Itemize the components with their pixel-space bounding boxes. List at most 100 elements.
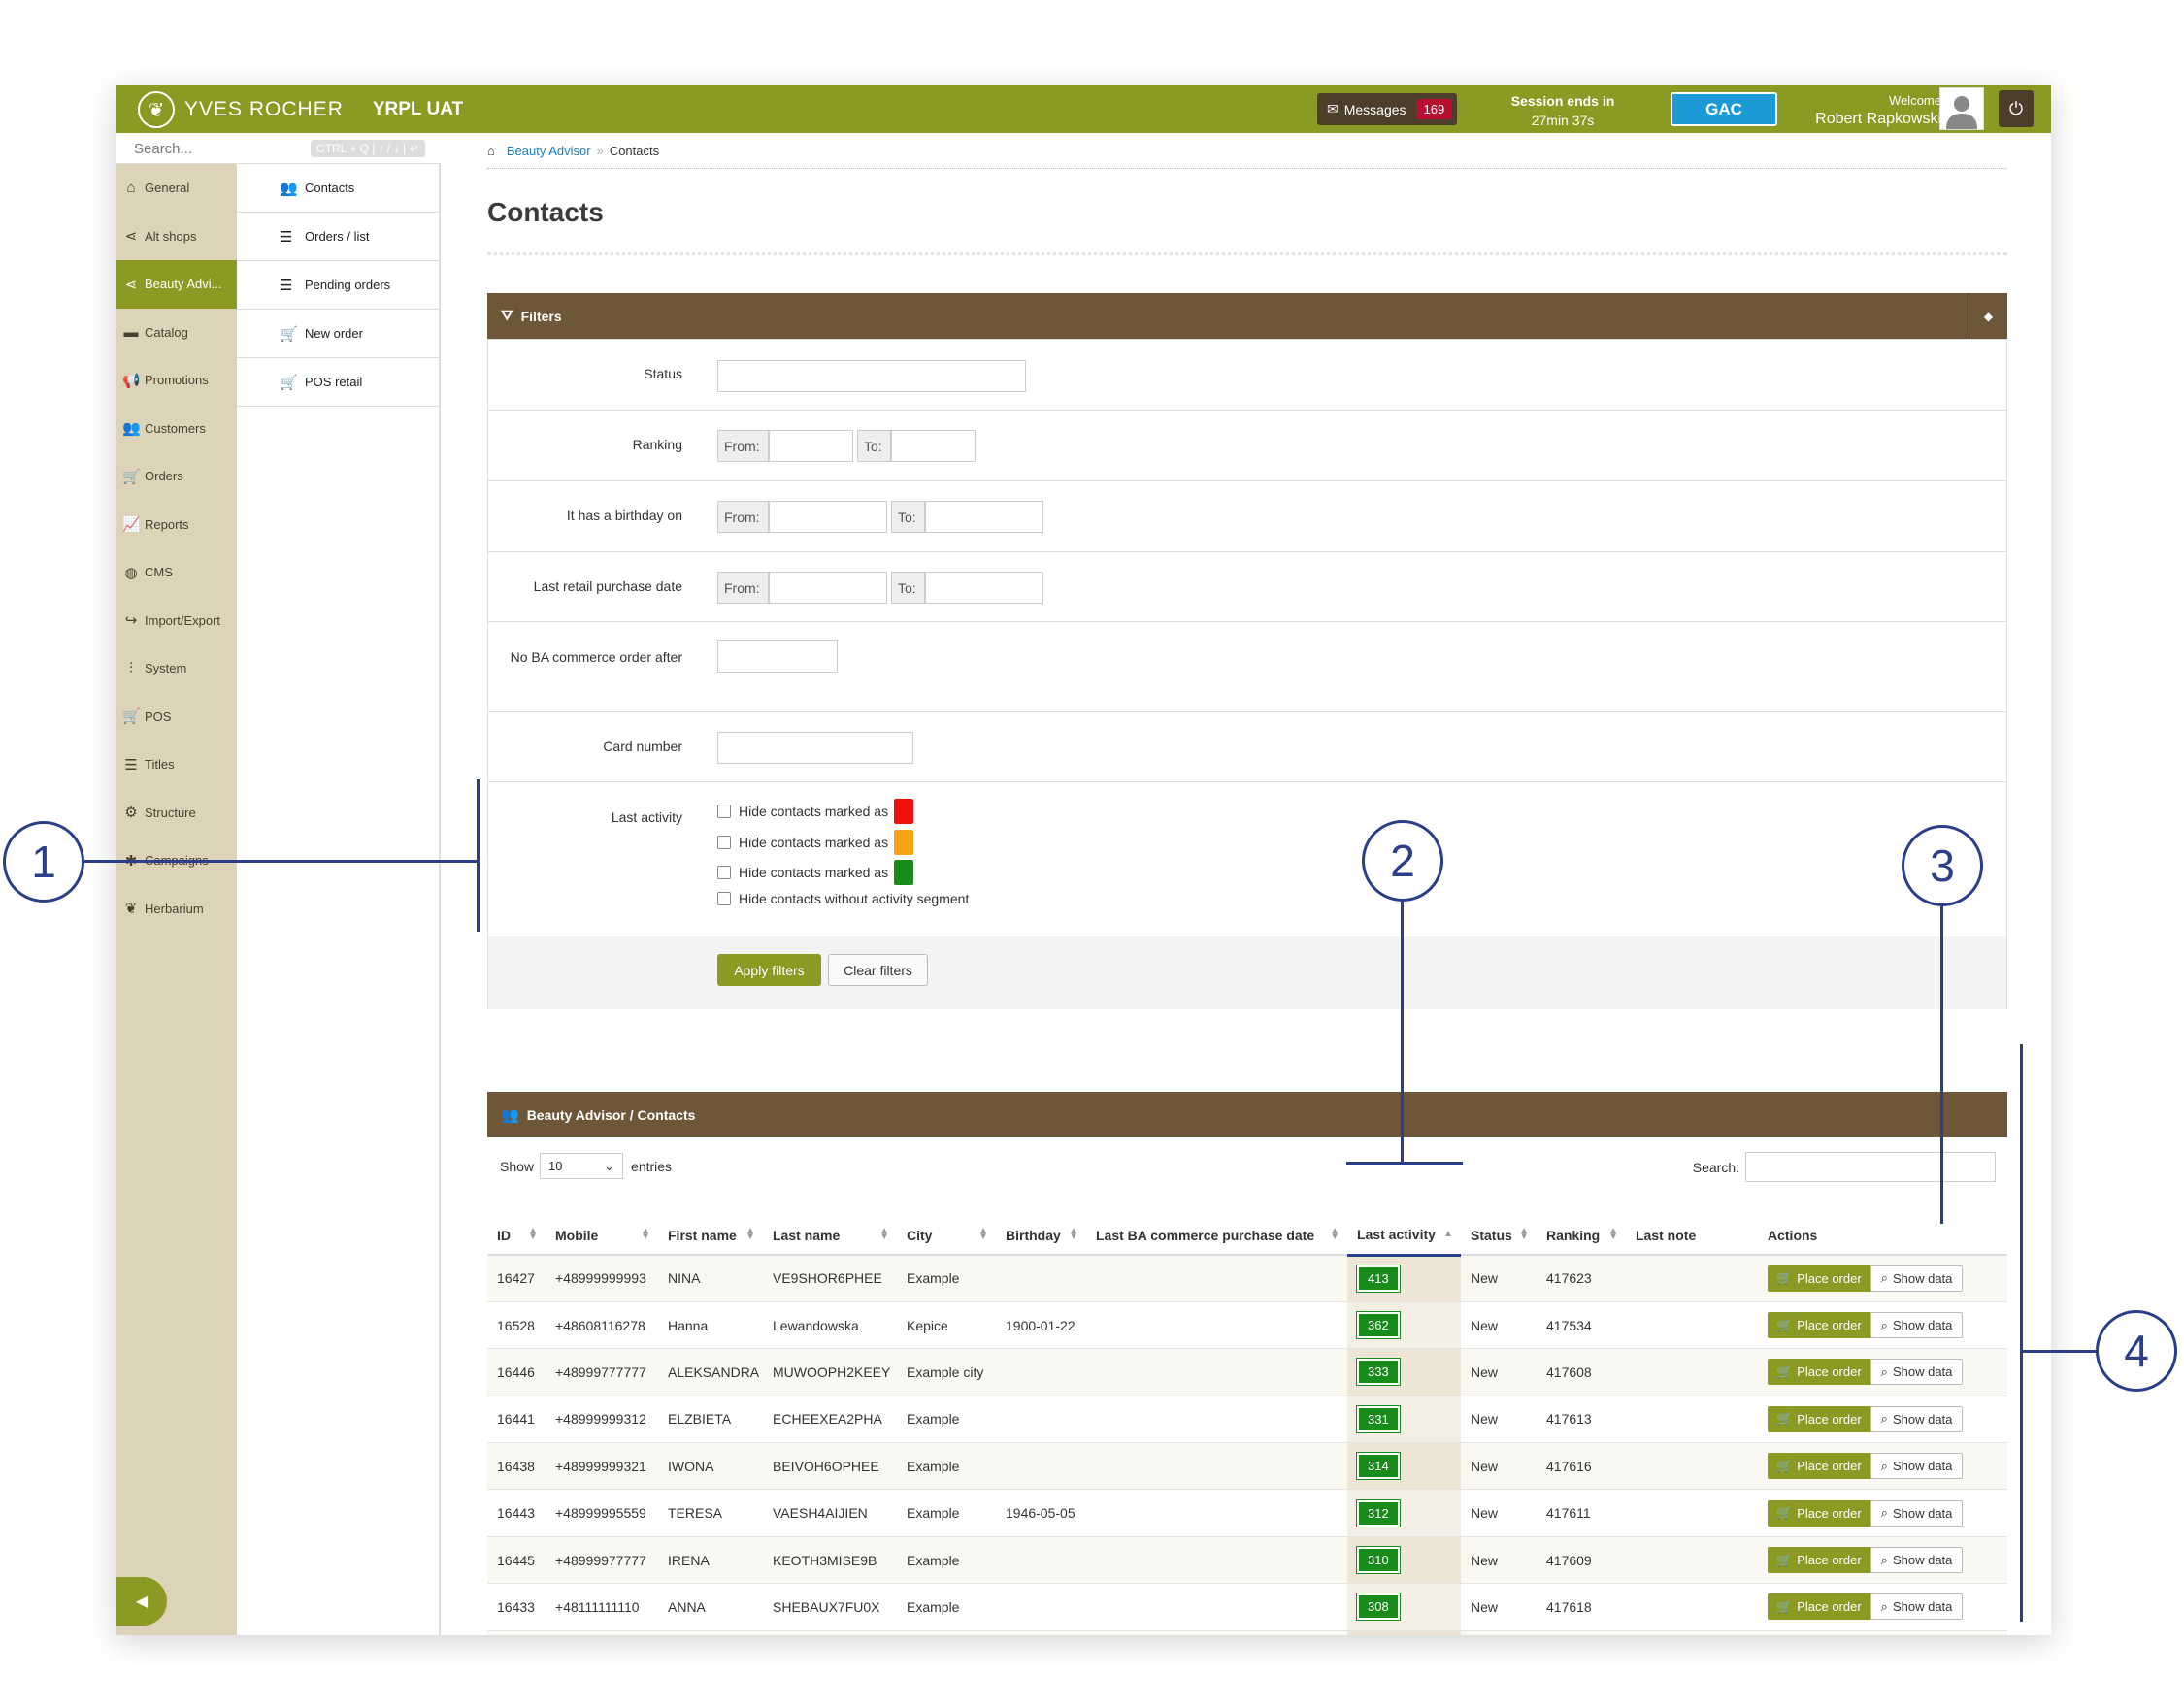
column-header-label: City: [907, 1227, 933, 1243]
retail-to-input[interactable]: [925, 572, 1043, 604]
show-data-button[interactable]: ⌕ Show data: [1870, 1499, 1964, 1527]
apply-filters-button[interactable]: Apply filters: [717, 954, 821, 986]
avatar[interactable]: [1939, 87, 1984, 130]
sidebar-item-promotions[interactable]: 📢 Promotions: [116, 356, 237, 405]
cell-activity: 314: [1347, 1442, 1461, 1491]
ranking-to-input[interactable]: [891, 430, 976, 462]
place-order-button[interactable]: 🛒 Place order: [1768, 1405, 1870, 1432]
sidebar-item-catalog[interactable]: ▬ Catalog: [116, 309, 237, 357]
show-data-label: Show data: [1892, 1270, 1953, 1286]
home-icon[interactable]: ⌂: [487, 144, 495, 158]
card-number-input[interactable]: [717, 732, 913, 764]
show-data-button[interactable]: ⌕ Show data: [1870, 1265, 1964, 1292]
checkbox[interactable]: [717, 805, 731, 818]
sidebar-item-alt-shops[interactable]: ⋖ Alt shops: [116, 213, 237, 261]
place-order-button[interactable]: 🛒 Place order: [1768, 1312, 1870, 1339]
sidebar-item-cms[interactable]: ◍ CMS: [116, 548, 237, 597]
submenu-item-orders-list[interactable]: ☰ Orders / list: [237, 213, 439, 261]
sidebar-item-label: Herbarium: [145, 901, 204, 916]
activity-filter-option[interactable]: Hide contacts without activity segment: [717, 891, 969, 906]
column-header-last-ba-commerce-purchase-date[interactable]: Last BA commerce purchase date ▲ ▼: [1086, 1216, 1347, 1256]
column-header-mobile[interactable]: Mobile ▲ ▼: [546, 1216, 658, 1256]
show-data-button[interactable]: ⌕ Show data: [1870, 1593, 1964, 1621]
cell-mobile: +48999995559: [546, 1489, 658, 1537]
place-order-button[interactable]: 🛒 Place order: [1768, 1453, 1870, 1480]
column-header-id[interactable]: ID ▲ ▼: [487, 1216, 546, 1256]
checkbox[interactable]: [717, 891, 731, 905]
column-header-status[interactable]: Status ▲ ▼: [1461, 1216, 1537, 1256]
breadcrumb-parent[interactable]: Beauty Advisor: [506, 144, 591, 158]
place-order-button[interactable]: 🛒 Place order: [1768, 1265, 1870, 1292]
cell-mobile: +48999777777: [546, 1348, 658, 1396]
menu-search[interactable]: Search... CTRL + Q | ↑ / ↓ | ↵: [116, 133, 441, 164]
cell-mobile: +48999999312: [546, 1396, 658, 1444]
column-header-ranking[interactable]: Ranking ▲ ▼: [1537, 1216, 1626, 1256]
list-icon: ☰: [280, 277, 293, 294]
collapse-sidebar-button[interactable]: ◀: [116, 1577, 167, 1626]
activity-filter-option[interactable]: Hide contacts marked as: [717, 860, 914, 885]
entries-select[interactable]: 10 ⌄: [540, 1153, 624, 1179]
activity-filter-option[interactable]: Hide contacts marked as: [717, 799, 914, 824]
sort-icon: ▲ ▼: [528, 1226, 538, 1242]
clear-filters-button[interactable]: Clear filters: [828, 954, 928, 986]
activity-filter-option[interactable]: Hide contacts marked as: [717, 829, 914, 855]
birthday-from-input[interactable]: [769, 501, 887, 533]
sort-toggle-icon[interactable]: ◆: [1969, 293, 2007, 339]
sidebar-item-beauty-advi[interactable]: ⋖ Beauty Advi...: [116, 260, 237, 309]
submenu-item-pending-orders[interactable]: ☰ Pending orders: [237, 261, 439, 310]
sidebar-item-orders[interactable]: 🛒 Orders: [116, 452, 237, 501]
cell-id: 16427: [487, 1255, 546, 1302]
ranking-from-input[interactable]: [769, 430, 853, 462]
place-order-button[interactable]: 🛒 Place order: [1768, 1499, 1870, 1527]
sidebar-item-customers[interactable]: 👥 Customers: [116, 405, 237, 453]
column-header-city[interactable]: City ▲ ▼: [897, 1216, 996, 1256]
submenu-item-new-order[interactable]: 🛒 New order: [237, 310, 439, 358]
birthday-to-input[interactable]: [925, 501, 1043, 533]
cell-activity: 312: [1347, 1489, 1461, 1537]
place-order-button[interactable]: 🛒 Place order: [1768, 1547, 1870, 1574]
column-header-first-name[interactable]: First name ▲ ▼: [658, 1216, 763, 1256]
show-data-button[interactable]: ⌕ Show data: [1870, 1312, 1964, 1339]
retail-from-input[interactable]: [769, 572, 887, 604]
cart-icon: 🛒: [1776, 1270, 1793, 1286]
show-data-label: Show data: [1892, 1599, 1953, 1615]
sidebar-item-reports[interactable]: 📈 Reports: [116, 501, 237, 549]
sidebar-item-titles[interactable]: ☰ Titles: [116, 740, 237, 789]
column-header-last-name[interactable]: Last name ▲ ▼: [763, 1216, 897, 1256]
brand[interactable]: ❦ YVES ROCHER YRPL UAT: [138, 91, 463, 128]
gac-button[interactable]: GAC: [1671, 92, 1777, 126]
column-header-last-activity[interactable]: Last activity ▲: [1347, 1216, 1461, 1257]
place-order-button[interactable]: 🛒 Place order: [1768, 1593, 1870, 1621]
show-data-button[interactable]: ⌕ Show data: [1870, 1453, 1964, 1480]
cell-last: SHEBAUX7FU0X: [763, 1583, 897, 1631]
search-icon: ⌕: [1880, 1552, 1888, 1567]
cell-last: KEOTH3MISE9B: [763, 1536, 897, 1585]
sort-icon: ▲ ▼: [1330, 1226, 1340, 1242]
column-header-birthday[interactable]: Birthday ▲ ▼: [996, 1216, 1086, 1256]
filters-header[interactable]: ⛛ Filters ◆: [487, 293, 2007, 339]
place-order-button[interactable]: 🛒 Place order: [1768, 1359, 1870, 1386]
submenu-item-contacts[interactable]: 👥 Contacts: [237, 164, 439, 213]
sidebar-item-import-export[interactable]: ↪ Import/Export: [116, 597, 237, 645]
menu-search-input[interactable]: Search...: [134, 141, 193, 157]
messages-button[interactable]: ✉ Messages 169: [1317, 93, 1457, 125]
column-header-last-note: Last note: [1626, 1216, 1758, 1256]
sidebar-item-system[interactable]: ⫶ System: [116, 644, 237, 693]
sidebar-item-general[interactable]: ⌂ General: [116, 164, 237, 213]
submenu-item-pos-retail[interactable]: 🛒 POS retail: [237, 358, 439, 407]
sidebar-item-herbarium[interactable]: ❦ Herbarium: [116, 885, 237, 934]
show-data-button[interactable]: ⌕ Show data: [1870, 1405, 1964, 1432]
column-header-label: Status: [1471, 1227, 1512, 1243]
checkbox[interactable]: [717, 835, 731, 849]
show-data-button[interactable]: ⌕ Show data: [1870, 1359, 1964, 1386]
no-ba-date-input[interactable]: [717, 640, 838, 673]
filter-row-retail: Last retail purchase date From: To:: [488, 552, 2006, 622]
sidebar-item-structure[interactable]: ⚙ Structure: [116, 789, 237, 838]
sidebar-item-pos[interactable]: 🛒 POS: [116, 693, 237, 741]
table-search-input[interactable]: [1745, 1152, 1996, 1182]
checkbox[interactable]: [717, 866, 731, 879]
users-icon: 👥: [280, 180, 298, 197]
status-select[interactable]: [717, 360, 1026, 392]
power-icon[interactable]: ⏻: [1999, 90, 2034, 127]
show-data-button[interactable]: ⌕ Show data: [1870, 1547, 1964, 1574]
